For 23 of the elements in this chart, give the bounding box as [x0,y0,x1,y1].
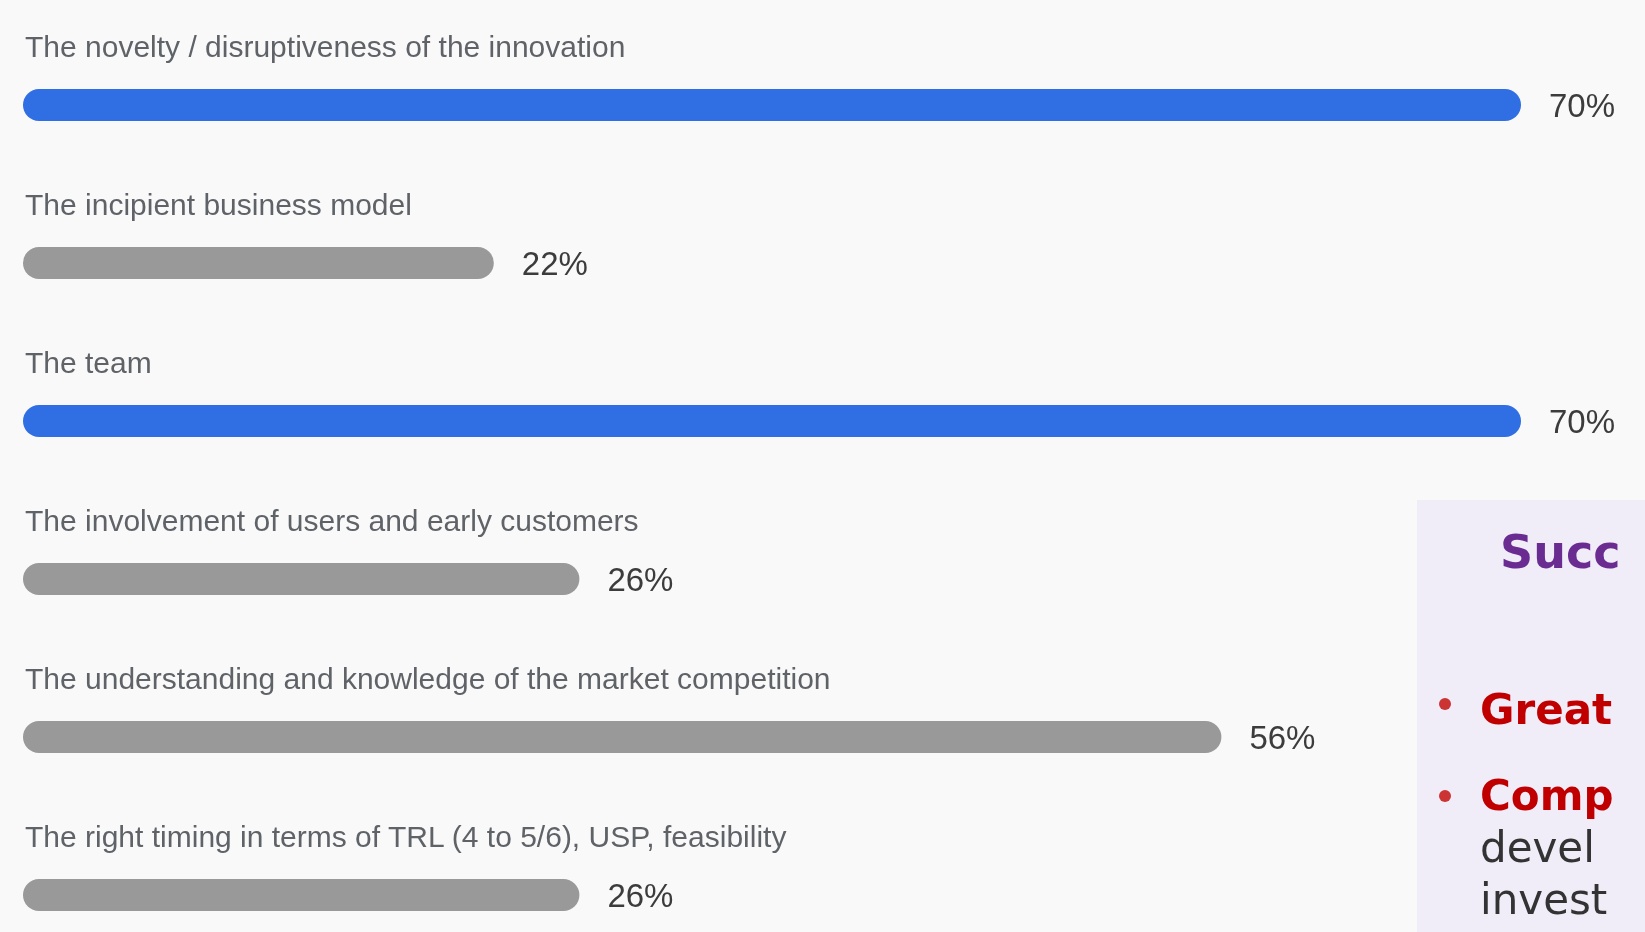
data-label: 26% [607,561,674,598]
y-tick-label: The novelty / disruptiveness of the innovation [25,30,626,63]
bar [23,405,1521,437]
bar [23,879,580,911]
bar [23,89,1521,121]
annotation: devel [1480,823,1595,872]
annotation: Comp [1480,771,1614,820]
data-label: 70% [1549,403,1616,440]
data-label: 26% [607,877,674,914]
annotation: Great [1480,685,1613,734]
bar [23,247,494,279]
bar [23,563,580,595]
y-tick-label: The right timing in terms of TRL (4 to 5/6), USP, feasibility [25,820,787,853]
bar [23,721,1222,753]
data-label: 22% [521,245,588,282]
y-tick-label: The incipient business model [25,188,412,221]
data-label: 56% [1249,719,1316,756]
y-tick-label: The understanding and knowledge of the market competition [25,662,831,695]
y-tick-label: The team [25,346,152,379]
data-label: 70% [1549,87,1616,124]
annotation: Succ [1500,525,1621,579]
annotation: invest [1480,875,1608,924]
y-tick-label: The involvement of users and early customers [25,504,639,537]
